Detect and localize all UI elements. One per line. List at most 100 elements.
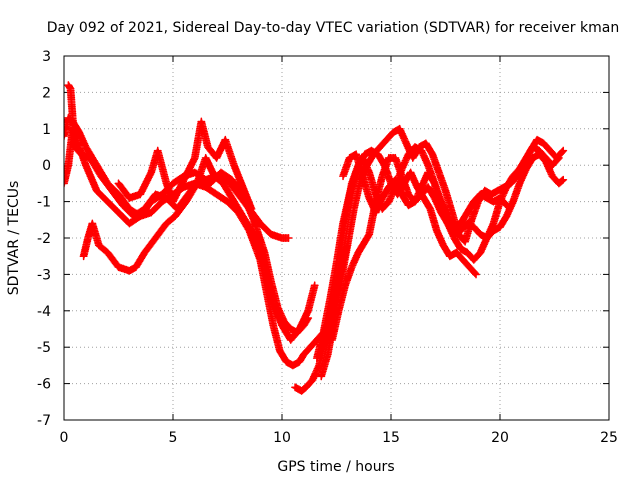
data-point [311,379,314,381]
data-point [74,146,76,148]
data-point [372,153,375,156]
data-point [440,200,442,203]
data-point [215,157,218,159]
data-point [85,164,87,166]
data-point [298,360,301,363]
data-point [89,157,91,159]
data-point [78,131,81,134]
data-point [401,193,403,196]
x-tick-label: 0 [60,430,69,446]
data-point [505,204,508,207]
data-point [466,211,469,214]
data-point [165,182,168,185]
data-point [272,302,275,305]
data-point [204,157,207,159]
data-point [361,175,364,177]
data-point [475,273,477,276]
data-point [440,211,442,214]
data-point [143,208,146,210]
data-point [459,248,462,250]
data-point [294,386,296,389]
data-point [388,200,390,203]
data-point [422,197,425,199]
y-tick-label: 2 [42,85,51,101]
data-point [172,182,174,185]
data-point [307,310,309,312]
data-point [117,182,120,185]
data-point [549,149,551,152]
data-point [451,211,453,214]
data-point [433,197,436,199]
data-point [368,233,371,236]
data-point [492,222,495,225]
data-point [106,200,109,203]
data-point [468,266,471,268]
data-point [453,237,456,239]
data-point [80,153,83,156]
data-point [427,186,429,188]
data-point [425,142,427,145]
data-point [165,197,168,199]
data-point [505,215,508,217]
data-point [350,266,353,268]
data-point [518,168,521,170]
data-point [446,215,449,217]
plot-frame [63,55,610,421]
data-point [95,189,98,192]
data-point [98,244,100,247]
y-tick-label: -3 [37,267,51,283]
data-point [388,186,390,188]
y-tick-label: 3 [42,49,51,65]
data-point [407,204,410,207]
data-point [233,200,235,203]
data-point [285,360,288,363]
data-point [562,149,565,152]
data-point [316,339,318,341]
data-point [220,171,222,174]
data-point [418,146,421,148]
x-tick-label: 25 [600,430,618,446]
data-point [165,222,168,225]
data-point [499,197,501,199]
data-point [320,375,323,378]
data-point [455,251,458,254]
x-axis-label: GPS time / hours [277,459,394,475]
data-point [252,219,255,221]
data-point [128,269,131,272]
data-point [457,233,460,236]
data-point [470,219,473,221]
data-point [67,117,70,119]
data-point [106,251,109,254]
data-point [368,171,371,174]
y-axis-label: SDTVAR / TECUs [6,181,22,296]
data-point [442,244,445,247]
y-tick-label: -6 [37,377,51,393]
data-point [329,299,331,301]
data-point [479,193,482,196]
data-point [135,266,137,268]
series-track-e [114,117,256,213]
data-point [100,175,102,177]
data-point [525,157,527,159]
data-point [348,193,351,196]
data-point [156,149,159,152]
data-point [444,189,447,192]
x-tick-label: 20 [491,430,509,446]
data-point [453,226,456,228]
data-point [483,189,486,192]
data-point [357,251,360,254]
data-point [385,138,388,141]
data-point [398,128,401,130]
data-point [143,251,146,254]
data-point [542,142,545,145]
data-point [431,153,434,156]
data-point [368,197,371,199]
data-point [342,175,344,177]
data-point [497,189,499,192]
data-point [388,157,390,159]
data-point [342,222,344,225]
data-point [505,186,508,188]
data-point [401,175,403,177]
data-point [558,157,560,159]
